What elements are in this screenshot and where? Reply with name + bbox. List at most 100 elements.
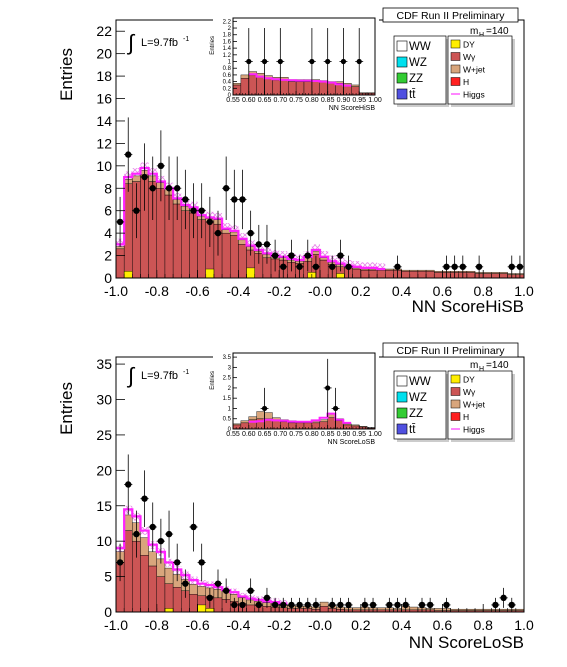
- data-point: [312, 263, 320, 270]
- legend-swatch: [396, 56, 408, 68]
- wgamma-bar: [376, 269, 386, 279]
- wjet-bar: [434, 608, 443, 611]
- data-point: [418, 601, 426, 609]
- data-point: [443, 263, 450, 270]
- x-tick-label: -0.8: [145, 617, 169, 633]
- data-point: [214, 580, 222, 587]
- inset-y-tick-label: 0: [228, 427, 232, 433]
- data-point: [443, 601, 450, 609]
- dy-bar: [246, 267, 255, 279]
- wgamma-bar: [221, 232, 231, 279]
- inset-wjet-bar: [343, 423, 352, 426]
- inset-x-tick-label: 0.75: [289, 431, 303, 438]
- data-point: [165, 530, 173, 538]
- data-point: [288, 252, 295, 259]
- luminosity-label: L=9.7fb: [141, 370, 178, 382]
- dy-bar: [123, 271, 133, 279]
- wgamma-bar: [238, 244, 247, 279]
- wjet-bar: [417, 269, 427, 272]
- data-point: [492, 601, 499, 609]
- mass-label: m: [470, 360, 478, 371]
- data-point: [255, 601, 262, 609]
- inset-data-point: [261, 58, 268, 65]
- legend-swatch: [450, 77, 461, 86]
- wgamma-bar: [148, 565, 157, 613]
- inset-data-point: [246, 58, 252, 65]
- experiment-banner-box: [382, 342, 519, 358]
- wjet-bar: [434, 271, 443, 273]
- data-point: [271, 252, 279, 259]
- inset-y-axis-label: Entries: [210, 371, 216, 390]
- legend-swatch: [396, 40, 408, 52]
- x-tick-label: 0.2: [351, 617, 371, 633]
- wjet-bar: [123, 514, 133, 531]
- inset-y-tick-label: 2.5: [223, 376, 232, 382]
- wgamma-bar: [164, 583, 174, 613]
- x-tick-label: 0.4: [392, 617, 412, 633]
- wjet-bar: [483, 608, 492, 611]
- mass-value: =140: [486, 26, 509, 37]
- inset-y-tick-label: 1.2: [223, 53, 232, 59]
- legend-swatch: [450, 64, 461, 74]
- wjet-bar: [319, 601, 329, 607]
- wjet-bar: [221, 229, 231, 234]
- wgamma-bar: [401, 271, 410, 279]
- wjet-bar: [401, 269, 410, 272]
- y-tick-label: 12: [96, 135, 112, 151]
- inset-x-tick-label: 0.65: [258, 97, 272, 104]
- inset-x-tick-label: 0.55: [226, 97, 240, 104]
- wgamma-bar: [189, 594, 198, 613]
- x-tick-label: -1.0: [104, 617, 128, 633]
- wgamma-bar: [319, 606, 329, 613]
- x-tick-label: 0.6: [433, 283, 453, 299]
- legend-swatch: [450, 399, 461, 409]
- inset-wgamma-bar: [280, 421, 289, 430]
- wjet-bar: [140, 537, 149, 556]
- inset-wgamma-bar: [288, 81, 297, 96]
- inset-wjet-bar: [351, 424, 360, 427]
- dy-bar: [164, 608, 174, 613]
- experiment-label: CDF Run II Preliminary: [397, 345, 506, 357]
- inset-x-axis-label: NN ScoreHiSB: [329, 105, 376, 112]
- inset-data-point: [309, 58, 315, 65]
- data-point: [133, 530, 140, 538]
- legend-swatch: [450, 52, 461, 61]
- legend-entry: WZ: [409, 57, 427, 69]
- x-tick-label: 0.2: [351, 283, 371, 299]
- y-tick-label: 4: [104, 225, 112, 241]
- data-point: [402, 601, 409, 609]
- wgamma-bar: [360, 269, 370, 279]
- wgamma-bar: [172, 587, 182, 613]
- wjet-bar: [197, 586, 206, 596]
- x-tick-label: -0.4: [226, 283, 250, 299]
- x-tick-label: -0.6: [186, 617, 210, 633]
- inset-wgamma-bar: [303, 422, 313, 430]
- x-tick-label: 0.6: [433, 617, 453, 633]
- data-point: [125, 151, 132, 158]
- experiment-label: CDF Run II Preliminary: [397, 10, 506, 22]
- wjet-bar: [368, 268, 378, 271]
- legend-entry: Higgs: [463, 425, 485, 435]
- data-point: [304, 252, 311, 259]
- inset-wjet-bar: [232, 423, 242, 426]
- inset-x-tick-label: 1.00: [368, 97, 382, 104]
- dy-bar: [205, 268, 215, 279]
- wgamma-bar: [352, 268, 362, 279]
- wjet-bar: [189, 584, 198, 595]
- x-tick-label: -0.6: [186, 283, 210, 299]
- inset-wjet-bar: [359, 426, 368, 428]
- data-point: [116, 218, 124, 226]
- wgamma-bar: [156, 188, 166, 279]
- inset-y-tick-label: 0.8: [223, 66, 232, 72]
- wjet-bar: [466, 608, 476, 611]
- wgamma-bar: [499, 273, 508, 279]
- data-point: [190, 523, 197, 531]
- x-tick-label: 0.8: [473, 617, 493, 633]
- data-point: [312, 601, 320, 609]
- data-point: [149, 523, 156, 531]
- y-tick-label: 25: [96, 427, 112, 443]
- inset-x-tick-label: 0.95: [352, 431, 366, 438]
- y-tick-label: 30: [96, 392, 112, 408]
- legend-entry: WW: [409, 376, 431, 388]
- data-point: [304, 601, 311, 609]
